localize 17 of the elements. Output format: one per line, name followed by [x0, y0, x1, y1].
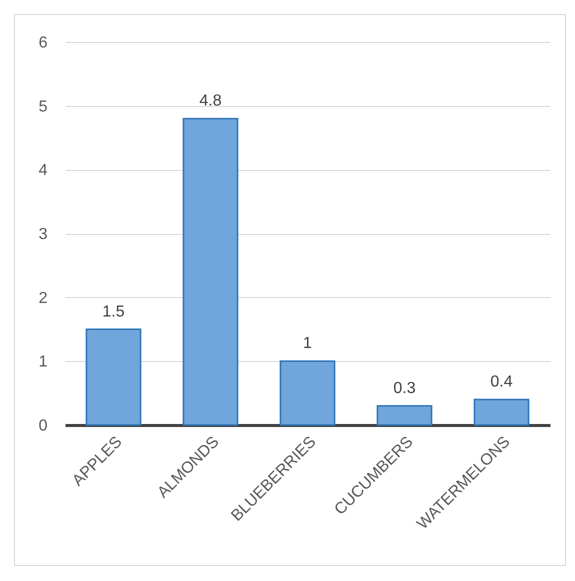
bar	[474, 398, 530, 426]
y-tick-label: 5	[38, 98, 48, 116]
bar	[376, 405, 432, 426]
y-tick-label: 2	[38, 290, 48, 307]
y-tick-label: 0	[38, 418, 48, 434]
y-tick-label: 3	[38, 226, 48, 243]
data-label: 4.8	[199, 92, 222, 110]
data-label: 1.5	[102, 303, 125, 320]
bar	[280, 360, 336, 426]
data-label: 0.4	[490, 373, 513, 390]
y-tick-label: 4	[38, 162, 48, 180]
bar	[182, 118, 238, 426]
bar	[86, 328, 142, 426]
data-label: 0.3	[393, 380, 416, 397]
y-tick-label: 1	[38, 354, 48, 371]
data-label: 1	[303, 335, 312, 352]
y-tick-label: 6	[38, 34, 48, 52]
